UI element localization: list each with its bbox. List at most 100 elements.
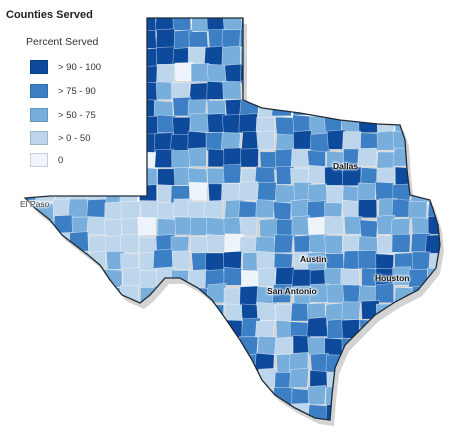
county-region bbox=[140, 337, 160, 357]
county-region bbox=[206, 18, 226, 33]
county-region bbox=[410, 320, 430, 339]
county-region bbox=[106, 63, 126, 83]
county-region bbox=[392, 421, 411, 439]
county-region bbox=[392, 30, 412, 49]
county-region bbox=[323, 113, 343, 133]
county-region bbox=[120, 352, 139, 372]
county-region bbox=[272, 283, 292, 303]
county-region bbox=[105, 337, 125, 357]
county-region bbox=[358, 95, 378, 116]
county-region bbox=[138, 82, 159, 101]
county-region bbox=[288, 64, 309, 84]
county-region bbox=[358, 422, 376, 440]
county-region bbox=[307, 83, 329, 103]
county-region bbox=[325, 18, 346, 34]
county-region bbox=[360, 132, 380, 152]
county-region bbox=[409, 350, 429, 371]
county-region bbox=[120, 200, 141, 220]
county-region bbox=[409, 99, 429, 118]
legend-item-0: 0 bbox=[30, 153, 63, 167]
county-region bbox=[25, 302, 38, 321]
county-region bbox=[87, 166, 108, 185]
county-region bbox=[324, 28, 344, 49]
county-region bbox=[257, 181, 277, 201]
county-region bbox=[359, 386, 379, 406]
county-region bbox=[25, 167, 39, 187]
county-region bbox=[309, 132, 331, 153]
county-region bbox=[186, 419, 208, 420]
county-region bbox=[340, 48, 360, 68]
county-region bbox=[122, 147, 142, 167]
county-region bbox=[206, 217, 226, 236]
county-region bbox=[256, 302, 277, 321]
legend-swatch bbox=[30, 108, 48, 122]
county-region bbox=[327, 79, 347, 100]
county-region bbox=[106, 371, 127, 391]
county-region bbox=[326, 45, 346, 66]
county-region bbox=[189, 304, 209, 323]
county-region bbox=[138, 166, 158, 186]
county-region bbox=[375, 403, 395, 420]
county-region bbox=[25, 253, 39, 273]
county-region bbox=[35, 251, 55, 271]
county-region bbox=[85, 287, 105, 306]
county-region bbox=[342, 284, 361, 304]
county-region bbox=[156, 218, 176, 237]
city-label-san-antonio: San Antonio bbox=[267, 286, 317, 296]
county-region bbox=[221, 336, 242, 357]
county-region bbox=[408, 164, 428, 184]
county-region bbox=[25, 285, 38, 305]
county-region bbox=[274, 47, 294, 68]
county-region bbox=[222, 163, 242, 184]
county-region bbox=[240, 269, 261, 289]
county-region bbox=[274, 184, 296, 203]
county-region bbox=[221, 404, 242, 420]
county-region bbox=[343, 95, 365, 116]
city-label-houston: Houston bbox=[375, 273, 410, 283]
county-region bbox=[275, 148, 294, 169]
county-region bbox=[325, 185, 345, 204]
county-region bbox=[239, 423, 258, 440]
county-region bbox=[357, 182, 377, 202]
county-region bbox=[206, 318, 227, 338]
county-region bbox=[290, 419, 310, 420]
county-region bbox=[308, 45, 329, 65]
county-region bbox=[310, 98, 331, 117]
county-region bbox=[171, 370, 192, 391]
county-region bbox=[189, 112, 210, 133]
county-region bbox=[119, 182, 139, 203]
county-region bbox=[341, 18, 361, 31]
legend-item-90-100: > 90 - 100 bbox=[30, 60, 101, 74]
legend-heading: Percent Served bbox=[26, 36, 99, 48]
county-region bbox=[375, 337, 396, 356]
county-region bbox=[25, 372, 41, 392]
county-region bbox=[84, 270, 105, 289]
county-region bbox=[221, 113, 241, 134]
county-region bbox=[428, 147, 440, 167]
county-region bbox=[123, 80, 143, 99]
county-region bbox=[326, 283, 346, 304]
county-region bbox=[341, 199, 361, 219]
county-region bbox=[103, 163, 124, 184]
county-region bbox=[306, 316, 329, 337]
county-region bbox=[428, 335, 440, 356]
county-region bbox=[172, 18, 192, 31]
county-region bbox=[255, 199, 275, 218]
county-region bbox=[121, 384, 141, 405]
county-region bbox=[427, 352, 440, 372]
county-region bbox=[105, 99, 125, 120]
county-region bbox=[188, 167, 208, 187]
county-region bbox=[140, 421, 159, 439]
county-region bbox=[272, 63, 293, 82]
county-region bbox=[137, 216, 156, 236]
county-region bbox=[359, 353, 379, 374]
county-region bbox=[139, 200, 160, 219]
county-region bbox=[88, 421, 107, 440]
county-region bbox=[155, 28, 176, 48]
county-region bbox=[205, 387, 226, 407]
county-region bbox=[154, 301, 173, 321]
county-region bbox=[52, 422, 71, 440]
county-region bbox=[393, 353, 412, 373]
county-region bbox=[427, 18, 440, 33]
